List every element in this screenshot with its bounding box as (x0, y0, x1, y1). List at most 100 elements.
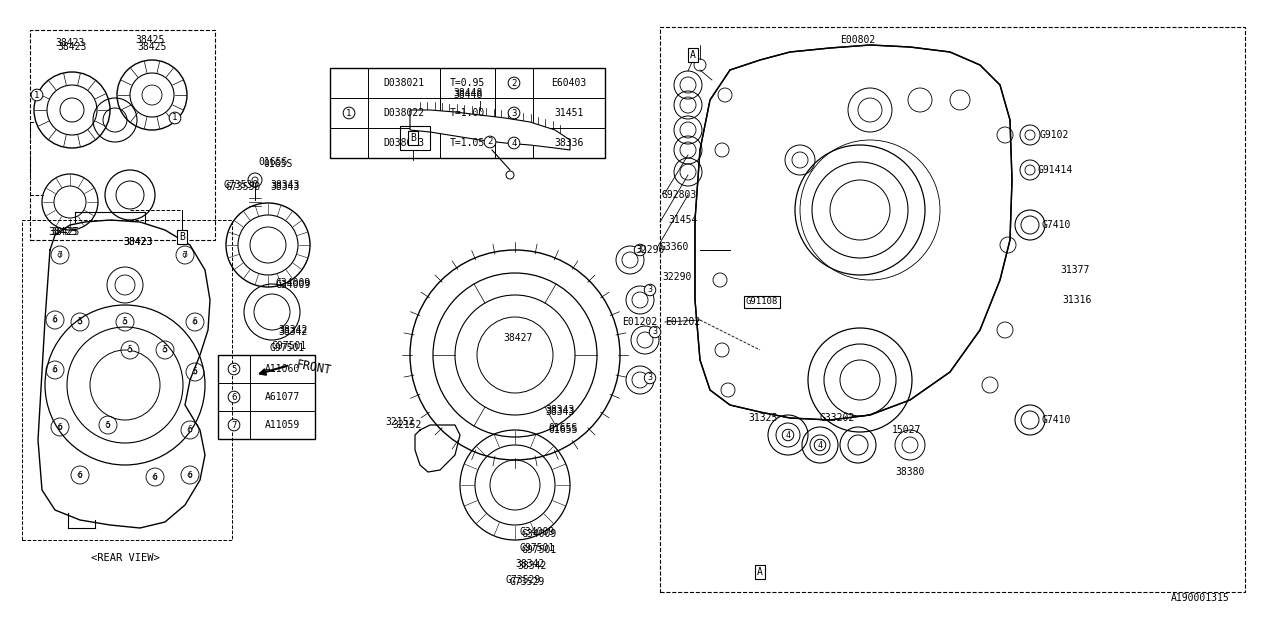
Text: 2: 2 (511, 79, 517, 88)
Text: 5: 5 (232, 365, 237, 374)
Circle shape (128, 348, 132, 352)
Text: G34009: G34009 (522, 529, 557, 539)
Text: G91108: G91108 (746, 298, 778, 307)
Text: D038022: D038022 (384, 108, 425, 118)
Circle shape (123, 320, 127, 324)
Text: G9102: G9102 (1039, 130, 1069, 140)
Polygon shape (695, 45, 1012, 420)
Text: 38343: 38343 (545, 405, 575, 415)
Circle shape (163, 348, 166, 352)
Text: 0165S: 0165S (548, 425, 577, 435)
Text: B: B (179, 232, 184, 242)
Text: 3: 3 (648, 374, 653, 383)
Circle shape (52, 368, 58, 372)
Circle shape (193, 370, 197, 374)
Text: 38425: 38425 (136, 35, 165, 45)
Bar (29, 30, 215, 240)
Text: FRONT: FRONT (294, 358, 333, 378)
Text: A: A (690, 50, 696, 60)
Text: 3: 3 (648, 285, 653, 294)
Text: G91414: G91414 (1038, 165, 1073, 175)
Circle shape (183, 253, 187, 257)
Text: 5: 5 (78, 317, 82, 326)
Text: 6: 6 (58, 422, 63, 431)
Text: G97501: G97501 (520, 543, 556, 553)
Text: A11059: A11059 (265, 420, 300, 430)
Text: 38342: 38342 (278, 325, 307, 335)
Text: 1: 1 (347, 109, 352, 118)
Text: 38423: 38423 (55, 38, 84, 48)
Text: G97501: G97501 (522, 545, 557, 555)
Text: B: B (410, 133, 416, 143)
Text: A: A (756, 567, 763, 577)
Text: 38343: 38343 (270, 180, 300, 190)
Text: A11060: A11060 (265, 364, 300, 374)
Text: 38342: 38342 (278, 327, 307, 337)
Text: G97501: G97501 (273, 341, 307, 351)
Text: 38425: 38425 (50, 227, 79, 237)
Text: G3360: G3360 (660, 242, 690, 252)
Text: T=1.05: T=1.05 (449, 138, 485, 148)
Text: 5: 5 (128, 346, 132, 355)
Text: 7: 7 (183, 250, 187, 259)
Text: T=1.00: T=1.00 (449, 108, 485, 118)
Circle shape (154, 475, 157, 479)
Circle shape (193, 320, 197, 324)
Text: 3: 3 (637, 246, 643, 255)
Text: G73530: G73530 (223, 180, 259, 190)
Circle shape (106, 423, 110, 427)
Text: 1: 1 (173, 113, 178, 122)
Text: G7410: G7410 (1042, 220, 1071, 230)
Circle shape (78, 473, 82, 477)
Bar (22, 220, 232, 540)
Bar (218, 355, 315, 439)
Text: 6: 6 (52, 365, 58, 374)
Text: G97501: G97501 (270, 343, 305, 353)
Text: 4: 4 (818, 440, 823, 449)
Text: 38336: 38336 (554, 138, 584, 148)
Text: 3: 3 (511, 109, 517, 118)
Text: G34009: G34009 (520, 527, 556, 537)
Text: 6: 6 (232, 392, 237, 401)
Text: 38343: 38343 (270, 182, 300, 192)
Text: 38423: 38423 (58, 42, 87, 52)
Text: G73529: G73529 (506, 575, 540, 585)
Text: 31454: 31454 (668, 215, 698, 225)
Text: 32290: 32290 (636, 245, 666, 255)
Text: 15027: 15027 (892, 425, 922, 435)
Text: G7410: G7410 (1042, 415, 1071, 425)
Text: 5: 5 (106, 420, 110, 429)
Text: D038023: D038023 (384, 138, 425, 148)
Text: 31451: 31451 (554, 108, 584, 118)
Text: G73529: G73529 (509, 577, 545, 587)
Text: <REAR VIEW>: <REAR VIEW> (91, 553, 160, 563)
Text: 5: 5 (123, 317, 127, 326)
Text: 6: 6 (78, 470, 82, 479)
Text: 38448: 38448 (453, 88, 483, 98)
Text: 6: 6 (193, 367, 197, 376)
Text: 38423: 38423 (123, 237, 152, 247)
Text: E01202: E01202 (666, 317, 700, 327)
Circle shape (58, 253, 61, 257)
Polygon shape (410, 110, 570, 150)
Circle shape (52, 318, 58, 322)
Text: 31377: 31377 (1060, 265, 1089, 275)
Text: 1: 1 (35, 90, 40, 99)
Text: G34009: G34009 (275, 278, 310, 288)
Text: G73530: G73530 (225, 182, 260, 192)
Text: 0165S: 0165S (548, 423, 577, 433)
Text: A61077: A61077 (265, 392, 300, 402)
Text: A190001315: A190001315 (1171, 593, 1230, 603)
Text: E01202: E01202 (622, 317, 657, 327)
Circle shape (78, 320, 82, 324)
Text: 4: 4 (511, 138, 517, 147)
Text: 38343: 38343 (545, 407, 575, 417)
Bar (399, 126, 430, 150)
Text: 0165S: 0165S (259, 157, 288, 167)
Text: 32152: 32152 (385, 417, 415, 427)
Text: 6: 6 (193, 317, 197, 326)
Text: 5: 5 (163, 346, 168, 355)
Text: 38380: 38380 (895, 467, 924, 477)
Circle shape (58, 425, 61, 429)
Text: G92803: G92803 (662, 190, 698, 200)
